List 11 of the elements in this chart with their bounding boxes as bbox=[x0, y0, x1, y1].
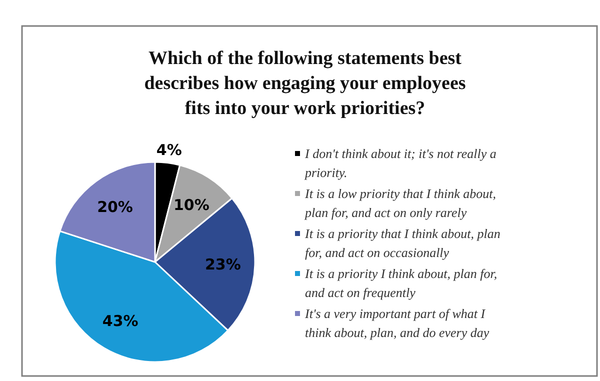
legend-label: It is a low priority that I think about, plan for, and act on only rarely bbox=[304, 186, 496, 220]
data-label: 20% bbox=[97, 198, 133, 216]
data-label: 10% bbox=[173, 196, 210, 214]
legend-label: It is a priority I think about, plan for, and act on frequently bbox=[304, 266, 498, 300]
data-label: 43% bbox=[102, 312, 138, 330]
data-label: 4% bbox=[156, 141, 182, 160]
legend-label: It's a very important part of what I think about, plan, and do every day bbox=[304, 306, 490, 340]
data-label: 23% bbox=[205, 255, 241, 274]
legend-label: I don't think about it; it's not really a priority. bbox=[304, 146, 497, 180]
legend-label: It is a priority that I think about, plan for, and act on occasionally bbox=[304, 226, 500, 260]
chart-title: Which of the following statements best describes how engaging your employees fits into your work priorities? bbox=[144, 48, 466, 119]
